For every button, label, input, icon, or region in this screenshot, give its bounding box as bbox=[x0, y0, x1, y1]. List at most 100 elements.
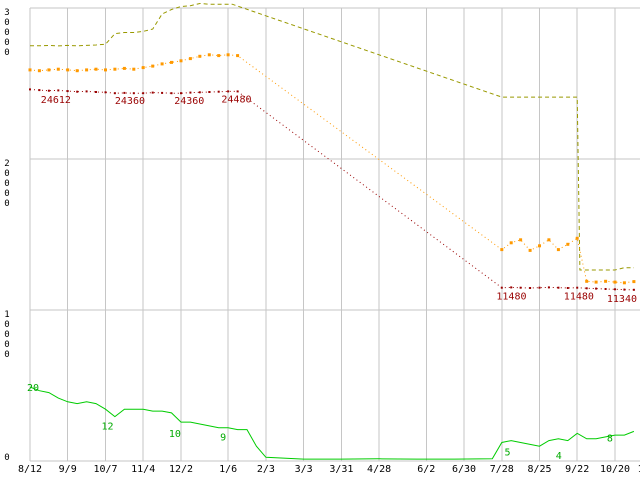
x-axis-label: 11/17 bbox=[638, 464, 640, 475]
middle-dotted-orange-marker bbox=[632, 280, 636, 284]
value-label: 5 bbox=[505, 448, 511, 459]
x-axis-label: 6/2 bbox=[417, 464, 435, 475]
series-lower-dotted-red bbox=[29, 88, 634, 291]
value-label: 10 bbox=[169, 429, 181, 440]
value-label: 8 bbox=[607, 433, 613, 444]
series-middle-dotted-orange bbox=[29, 54, 634, 284]
middle-dotted-orange-marker bbox=[500, 248, 504, 252]
lower-dotted-red-marker bbox=[557, 286, 560, 289]
x-axis-label: 1/6 bbox=[219, 464, 237, 475]
middle-dotted-orange-marker bbox=[509, 241, 513, 245]
lower-dotted-red-marker bbox=[236, 90, 239, 93]
lower-dotted-red-marker bbox=[566, 287, 569, 289]
x-axis-label: 9/9 bbox=[59, 464, 77, 475]
middle-dotted-orange-marker bbox=[528, 248, 532, 252]
value-label: 24360 bbox=[174, 96, 204, 107]
middle-dotted-orange-marker bbox=[151, 64, 155, 68]
middle-dotted-orange-marker bbox=[226, 53, 230, 57]
middle-dotted-orange-marker bbox=[122, 66, 126, 70]
lower-dotted-red-marker bbox=[510, 286, 513, 289]
lower-dotted-red-marker bbox=[161, 91, 164, 94]
lower-dotted-red-marker bbox=[76, 90, 79, 93]
middle-dotted-orange-marker bbox=[538, 244, 541, 248]
middle-dotted-orange-marker bbox=[85, 68, 89, 72]
lower-dotted-red-marker bbox=[529, 287, 532, 289]
value-label: 24612 bbox=[41, 95, 71, 106]
middle-dotted-orange-marker bbox=[604, 279, 608, 283]
middle-dotted-orange-marker bbox=[566, 242, 570, 246]
lower-dotted-red-marker bbox=[538, 286, 541, 289]
x-axis-label: 3/31 bbox=[329, 464, 353, 475]
y-axis-label: 30000 bbox=[2, 8, 12, 58]
lower-dotted-red-marker bbox=[104, 91, 107, 94]
middle-dotted-orange-marker bbox=[94, 67, 98, 71]
x-axis-label: 12/2 bbox=[169, 464, 193, 475]
middle-dotted-orange-marker bbox=[594, 280, 598, 284]
x-axis-label: 11/4 bbox=[131, 464, 155, 475]
x-axis-label: 10/7 bbox=[93, 464, 117, 475]
middle-dotted-orange-marker bbox=[160, 62, 164, 66]
x-axis-label: 4/28 bbox=[367, 464, 391, 475]
middle-dotted-orange-marker bbox=[207, 53, 211, 57]
lower-dotted-red-marker bbox=[208, 91, 211, 93]
lower-dotted-red-marker bbox=[500, 286, 503, 289]
middle-dotted-orange-marker bbox=[170, 60, 173, 64]
middle-dotted-orange-marker bbox=[132, 67, 136, 71]
lower-dotted-red-marker bbox=[585, 287, 588, 290]
lower-dotted-red-marker bbox=[614, 288, 616, 291]
lower-dotted-red-marker bbox=[66, 90, 69, 93]
lower-dotted-red-marker bbox=[547, 286, 550, 289]
middle-dotted-orange-marker bbox=[217, 54, 221, 58]
middle-dotted-orange-marker bbox=[66, 68, 70, 72]
lower-dotted-red-marker bbox=[57, 89, 60, 92]
value-label: 24480 bbox=[221, 94, 251, 105]
value-label: 11480 bbox=[564, 292, 594, 303]
x-axis-label: 9/22 bbox=[565, 464, 589, 475]
y-axis-label: 10000 bbox=[2, 310, 12, 360]
lower-dotted-red-marker bbox=[151, 91, 154, 94]
middle-dotted-orange-marker bbox=[47, 68, 51, 72]
lower-dotted-red-marker bbox=[142, 92, 145, 95]
x-axis-label: 2/3 bbox=[257, 464, 275, 475]
value-label: 20 bbox=[27, 383, 39, 394]
value-label: 12 bbox=[102, 422, 114, 433]
middle-dotted-orange-marker bbox=[56, 67, 60, 71]
lower-dotted-red-marker bbox=[113, 92, 116, 95]
middle-dotted-orange-marker bbox=[37, 69, 41, 73]
x-axis-label: 3/3 bbox=[295, 464, 313, 475]
middle-dotted-orange-marker bbox=[75, 69, 79, 73]
middle-dotted-orange-marker bbox=[556, 248, 560, 252]
lower-dotted-red-marker bbox=[180, 92, 182, 95]
middle-dotted-orange-marker bbox=[585, 279, 589, 283]
lower-dotted-red-marker bbox=[85, 90, 88, 93]
middle-dotted-orange-marker bbox=[613, 280, 617, 284]
x-axis-label: 7/28 bbox=[490, 464, 514, 475]
lower-dotted-red-marker bbox=[38, 89, 41, 92]
lower-dotted-red-marker bbox=[189, 91, 192, 94]
lower-dotted-red-marker bbox=[95, 91, 97, 93]
x-axis-label: 8/12 bbox=[18, 464, 42, 475]
value-label: 4 bbox=[556, 451, 562, 462]
middle-dotted-orange-marker bbox=[198, 54, 202, 58]
lower-dotted-red-marker bbox=[170, 92, 173, 95]
lower-dotted-red-marker bbox=[47, 89, 50, 92]
lower-dotted-red-marker bbox=[132, 92, 135, 95]
middle-dotted-orange-marker bbox=[104, 68, 107, 72]
middle-dotted-orange-marker bbox=[622, 281, 626, 285]
x-axis-label: 10/20 bbox=[600, 464, 630, 475]
middle-dotted-orange-marker bbox=[575, 236, 579, 240]
series-upper-dashed-olive bbox=[30, 2, 634, 271]
middle-dotted-orange-marker bbox=[113, 67, 117, 71]
value-label: 11480 bbox=[496, 292, 526, 303]
y-axis-label: 0 bbox=[2, 453, 12, 463]
value-label: 11340 bbox=[607, 294, 637, 305]
x-axis-label: 6/30 bbox=[452, 464, 476, 475]
value-label: 24360 bbox=[115, 96, 145, 107]
lower-dotted-red-marker bbox=[595, 287, 598, 290]
lower-dotted-red-marker bbox=[576, 286, 579, 289]
middle-dotted-orange-marker bbox=[236, 54, 240, 58]
lower-dotted-red-marker bbox=[198, 91, 201, 94]
lower-dotted-red-marker bbox=[519, 286, 522, 289]
lower-dotted-red-marker bbox=[632, 288, 635, 291]
